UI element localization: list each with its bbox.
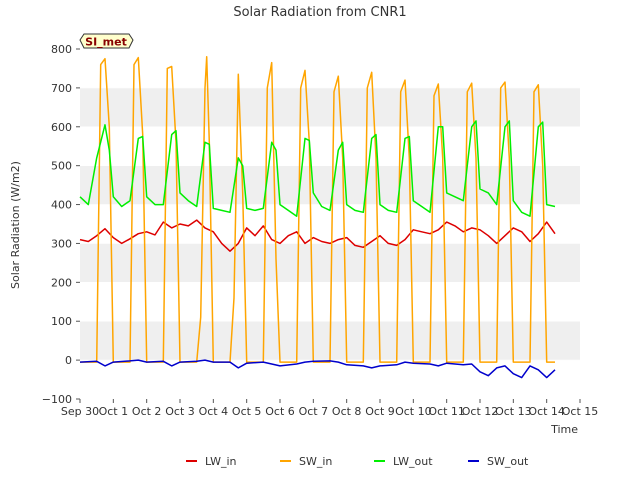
x-axis-ticks: Sep 30 Oct 1 Oct 2 Oct 3 Oct 4 Oct 5 Oct 6 Oct … [61,399,598,418]
series-line-lw-in [79,219,556,252]
legend-label: SW_out [487,455,529,468]
x-tick-label: Oct 7 [299,405,329,418]
x-tick-label: Oct 4 [199,405,229,418]
x-tick-label: Oct 5 [232,405,262,418]
grid-band [80,243,580,283]
station-label-badge: SI_met [79,33,134,49]
x-tick-label: Oct 15 [562,405,599,418]
series-line-sw-out [79,359,556,379]
series-line-lw-out [79,120,556,217]
x-tick-label: Oct 11 [428,405,465,418]
x-tick-label: Oct 9 [365,405,395,418]
x-tick-label: Oct 13 [495,405,532,418]
y-tick-label: 600 [51,121,72,134]
y-tick-label: 500 [51,160,72,173]
y-axis-ticks: −100 0 100 200 300 400 500 600 700 800 [42,43,80,406]
y-tick-label: 800 [51,43,72,56]
y-tick-label: 200 [51,276,72,289]
x-tick-label: Oct 1 [99,405,129,418]
y-axis-label: Solar Radiation (W/m2) [9,161,22,289]
y-tick-label: 300 [51,237,72,250]
y-tick-label: 400 [51,199,72,212]
legend-label: LW_in [205,455,237,468]
x-tick-label: Oct 8 [332,405,362,418]
series-line-sw-in [80,56,555,363]
x-tick-label: Oct 12 [462,405,499,418]
y-tick-label: 100 [51,315,72,328]
chart-legend: LW_in SW_in LW_out SW_out [186,455,529,468]
chart-title: Solar Radiation from CNR1 [233,5,406,20]
y-tick-label: −100 [42,393,72,406]
x-tick-label: Sep 30 [61,405,99,418]
x-tick-label: Oct 14 [528,405,565,418]
series-layer [79,56,556,379]
legend-label: SW_in [299,455,332,468]
station-label-text: SI_met [85,36,127,49]
legend-label: LW_out [393,455,433,468]
x-tick-label: Oct 10 [395,405,432,418]
x-tick-label: Oct 2 [132,405,162,418]
x-tick-label: Oct 3 [165,405,195,418]
y-tick-label: 700 [51,82,72,95]
x-tick-label: Oct 6 [265,405,295,418]
x-axis-label: Time [550,423,578,436]
grid-band [80,165,580,205]
grid-band [80,87,580,127]
y-tick-label: 0 [65,354,72,367]
